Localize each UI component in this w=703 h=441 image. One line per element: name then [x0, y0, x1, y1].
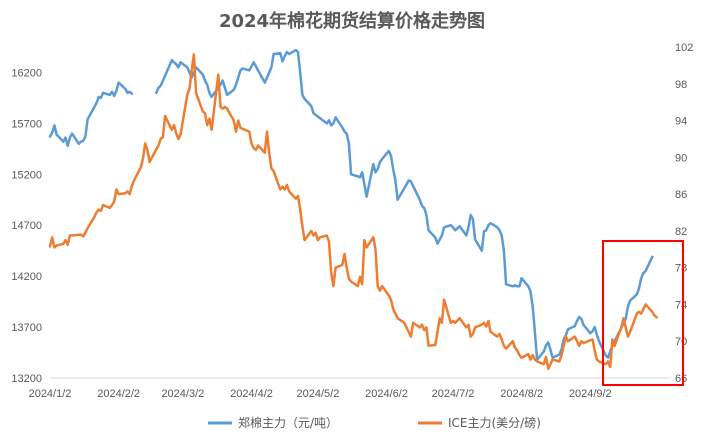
- x-tick-label: 2024/2/2: [97, 388, 140, 400]
- series-line-2: [48, 53, 658, 371]
- chart-title: 2024年棉花期货结算价格走势图: [219, 10, 485, 32]
- y-right-tick-label: 66: [675, 373, 687, 385]
- y-right-tick-label: 82: [675, 226, 687, 238]
- x-tick-label: 2024/8/2: [500, 388, 543, 400]
- x-tick-label: 2024/7/2: [432, 388, 475, 400]
- y-right-tick-label: 86: [675, 189, 687, 201]
- axes: 2024/1/2 2024/2/2 2024/3/2 2024/4/2 2024/5/2…: [11, 42, 693, 400]
- y-right-tick-label: 78: [675, 263, 687, 275]
- x-tick-label: 2024/9/2: [569, 388, 612, 400]
- y-left-tick-label: 13700: [11, 322, 42, 334]
- y-right-tick-label: 74: [675, 299, 687, 311]
- series-layer: [48, 48, 658, 371]
- y-left-tick-label: 13200: [11, 373, 42, 385]
- y-right-tick-label: 94: [675, 116, 687, 128]
- x-tick-label: 2024/3/2: [161, 388, 204, 400]
- x-tick-label: 2024/1/2: [29, 388, 72, 400]
- y-left-tick-label: 15700: [11, 118, 42, 130]
- legend-label-2: ICE主力(美分/磅): [448, 415, 541, 430]
- highlight-box: [602, 240, 684, 386]
- legend: 郑棉主力（元/吨） ICE主力(美分/磅): [208, 415, 541, 430]
- x-tick-label: 2024/6/2: [365, 388, 408, 400]
- legend-label-1: 郑棉主力（元/吨）: [238, 415, 338, 430]
- y-right-tick-label: 102: [675, 42, 693, 54]
- y-right-tick-label: 90: [675, 152, 687, 164]
- y-right-tick-label: 98: [675, 79, 687, 91]
- series-line-1: [48, 48, 654, 361]
- y-right-tick-label: 70: [675, 336, 687, 348]
- y-left-tick-label: 16200: [11, 67, 42, 79]
- y-left-tick-label: 15200: [11, 169, 42, 181]
- y-left-tick-label: 14200: [11, 271, 42, 283]
- y-left-tick-label: 14700: [11, 220, 42, 232]
- x-tick-label: 2024/5/2: [297, 388, 340, 400]
- x-tick-label: 2024/4/2: [230, 388, 273, 400]
